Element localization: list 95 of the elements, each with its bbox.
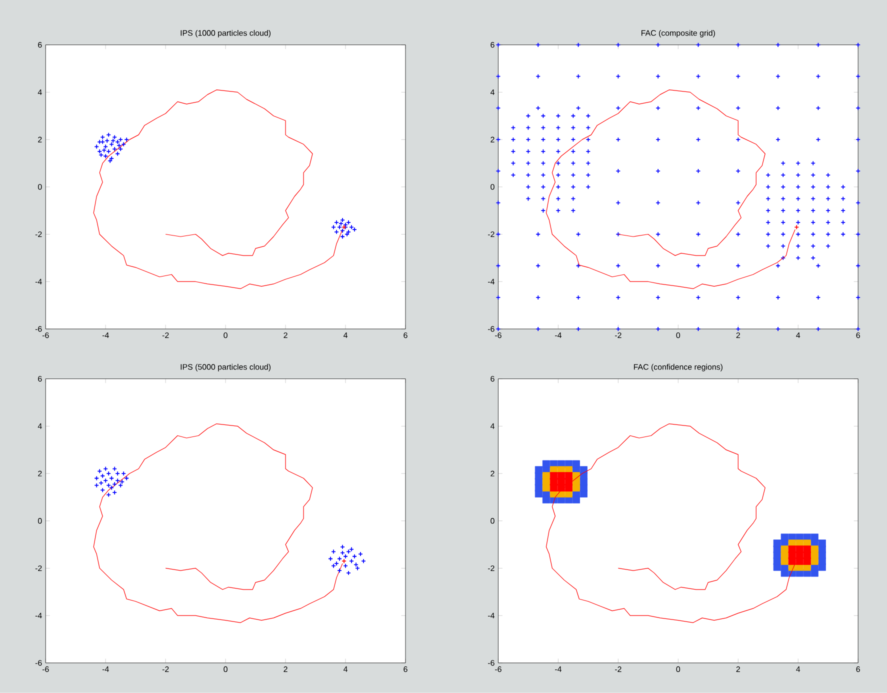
point [840,208,846,214]
point [340,234,345,240]
point [346,570,351,576]
point [534,466,542,474]
point [98,480,104,486]
point [810,208,816,214]
point [349,558,354,564]
point [826,220,831,225]
point [780,184,786,190]
point [570,114,576,118]
point [570,149,576,154]
point [361,558,366,564]
point [354,562,358,568]
point [810,569,818,577]
point [94,144,100,150]
point [796,244,801,249]
point [796,184,801,190]
point [343,563,348,568]
point [796,256,801,260]
point [100,134,106,140]
point [810,220,816,225]
point [572,460,580,468]
point [337,568,342,574]
point [112,482,118,487]
point [103,478,108,484]
point [766,220,771,225]
point [580,466,588,474]
point [100,488,106,493]
point [840,220,846,225]
point [840,184,846,190]
point [334,561,339,566]
point [570,208,576,214]
point [118,482,124,488]
point [796,208,801,214]
point [564,472,572,480]
point [97,149,102,154]
point [352,554,357,559]
point [116,143,122,148]
point [780,534,788,542]
point [542,496,550,504]
point [542,472,550,480]
point [773,540,781,548]
point [766,208,771,214]
point [108,158,113,164]
point [766,244,771,249]
point [346,220,351,225]
point [337,224,342,230]
point [349,224,354,230]
point [346,549,351,554]
point [334,230,339,234]
point [810,184,816,190]
point [346,230,351,234]
point [586,114,591,118]
point [818,540,826,548]
point [570,184,576,190]
point [826,208,831,214]
point [331,549,336,554]
point [780,546,788,554]
point [788,546,796,554]
point [340,550,345,556]
point [780,220,786,225]
point [331,224,336,230]
point [796,220,801,225]
point [340,544,345,550]
point [106,492,112,498]
point [803,546,811,554]
point [572,472,580,480]
point [106,482,112,488]
point [557,472,565,480]
point [343,554,348,559]
point [780,244,786,249]
point [586,184,591,190]
point [106,132,112,138]
point [810,244,816,249]
point [826,184,831,190]
point [542,460,550,468]
point [780,208,786,214]
point [100,140,106,144]
point [826,244,831,249]
point [572,496,580,504]
point [112,490,118,495]
point [94,482,100,488]
point [97,468,102,474]
point [810,546,818,554]
point [780,569,788,577]
point [766,184,771,190]
point [810,256,816,260]
point [331,563,336,568]
point [100,474,106,478]
point [103,144,108,150]
point [810,534,818,542]
point [796,546,804,554]
point [550,472,558,480]
point [586,149,591,154]
point [112,134,118,140]
